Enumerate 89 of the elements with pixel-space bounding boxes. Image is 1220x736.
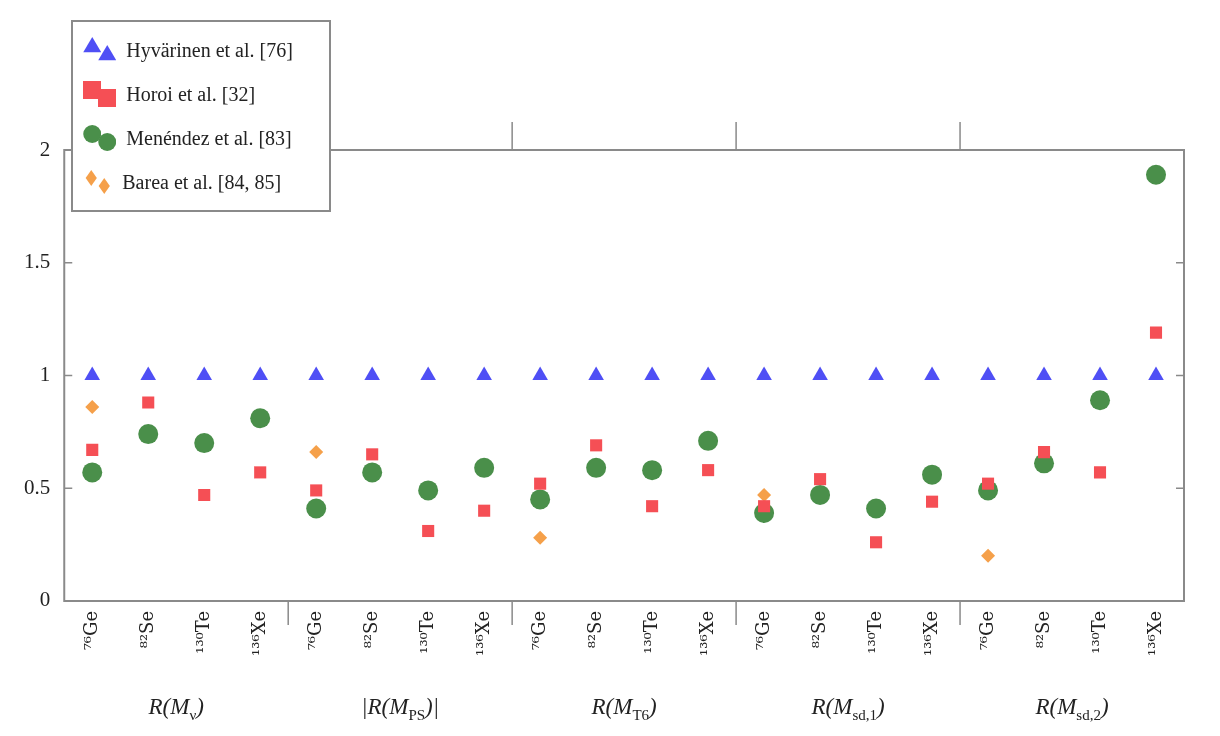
point bbox=[702, 464, 715, 477]
point bbox=[196, 366, 213, 380]
x-tick-label: ⁷⁶Ge bbox=[527, 610, 549, 651]
point bbox=[530, 489, 551, 510]
point bbox=[478, 504, 491, 517]
point bbox=[82, 462, 103, 483]
point bbox=[142, 396, 155, 409]
point bbox=[252, 366, 268, 380]
point bbox=[254, 466, 267, 479]
y-tick-label: 1.5 bbox=[24, 249, 51, 274]
point bbox=[310, 484, 323, 497]
x-tick-label: ¹³⁶Xe bbox=[247, 610, 269, 657]
point bbox=[756, 366, 772, 380]
point bbox=[534, 477, 547, 490]
point bbox=[812, 366, 828, 380]
x-tick-label: ⁸²Se bbox=[1031, 610, 1053, 649]
point bbox=[1036, 366, 1052, 380]
point bbox=[758, 500, 771, 513]
point bbox=[982, 477, 995, 490]
point bbox=[642, 460, 663, 481]
point bbox=[422, 524, 435, 538]
point bbox=[420, 366, 436, 380]
x-tick-label: ⁷⁶Ge bbox=[79, 610, 101, 651]
point bbox=[1092, 366, 1108, 380]
point bbox=[418, 480, 439, 501]
point bbox=[644, 366, 660, 380]
point bbox=[1148, 366, 1164, 380]
point bbox=[924, 366, 940, 380]
point bbox=[1037, 446, 1051, 459]
x-tick-label: ⁷⁶Ge bbox=[975, 610, 997, 651]
point bbox=[250, 408, 271, 429]
point bbox=[646, 500, 659, 513]
point bbox=[922, 464, 943, 485]
point bbox=[140, 366, 157, 380]
x-tick-label: ⁸²Se bbox=[135, 610, 157, 649]
point bbox=[306, 498, 327, 519]
point bbox=[532, 366, 548, 380]
y-tick-label: 0 bbox=[39, 587, 51, 612]
point bbox=[362, 462, 383, 483]
x-tick-label: ¹³⁶Xe bbox=[471, 610, 493, 657]
point bbox=[981, 548, 996, 563]
x-tick-label: ⁷⁶Ge bbox=[303, 610, 325, 651]
point bbox=[308, 366, 324, 380]
x-tick-label: ¹³⁰Te bbox=[1087, 610, 1109, 654]
point bbox=[364, 366, 380, 380]
point bbox=[309, 445, 324, 460]
x-tick-label: ⁷⁶Ge bbox=[751, 610, 773, 651]
point bbox=[84, 366, 101, 380]
point bbox=[700, 366, 716, 380]
x-tick-label: ¹³⁶Xe bbox=[695, 610, 717, 657]
point bbox=[1093, 466, 1107, 479]
point bbox=[474, 457, 495, 478]
point bbox=[194, 433, 215, 454]
point bbox=[698, 430, 719, 451]
point bbox=[586, 457, 607, 478]
point bbox=[588, 366, 604, 380]
point bbox=[980, 366, 996, 380]
x-tick-label: ¹³⁶Xe bbox=[919, 610, 941, 657]
legend-label: Hyvärinen et al. [76] bbox=[126, 38, 293, 62]
y-tick-label: 1 bbox=[39, 361, 51, 386]
point bbox=[85, 400, 100, 415]
x-tick-label: ¹³⁶Xe bbox=[1143, 610, 1165, 657]
legend-label: Menéndez et al. [83] bbox=[126, 126, 292, 150]
y-tick-label: 2 bbox=[39, 136, 51, 161]
point bbox=[926, 495, 939, 508]
x-tick-label: ¹³⁰Te bbox=[415, 610, 437, 654]
x-tick-label: ⁸²Se bbox=[583, 610, 605, 649]
point bbox=[757, 487, 772, 502]
x-tick-label: ⁸²Se bbox=[359, 610, 381, 649]
point bbox=[198, 488, 211, 501]
point bbox=[366, 448, 379, 461]
x-tick-label: ⁸²Se bbox=[807, 610, 829, 649]
point bbox=[138, 424, 159, 445]
point bbox=[533, 530, 548, 545]
legend-label: Barea et al. [84, 85] bbox=[122, 170, 282, 194]
point bbox=[590, 439, 603, 452]
point bbox=[476, 366, 492, 380]
point bbox=[868, 366, 884, 380]
point bbox=[870, 536, 883, 549]
point bbox=[86, 443, 99, 456]
point bbox=[1090, 390, 1111, 411]
x-tick-label: ¹³⁰Te bbox=[639, 610, 661, 654]
legend-label: Horoi et al. [32] bbox=[126, 82, 256, 106]
y-tick-label: 0.5 bbox=[24, 474, 51, 499]
x-tick-label: ¹³⁰Te bbox=[863, 610, 885, 654]
point bbox=[866, 498, 887, 519]
point bbox=[810, 484, 831, 505]
point bbox=[814, 473, 827, 486]
x-tick-label: ¹³⁰Te bbox=[191, 610, 213, 654]
